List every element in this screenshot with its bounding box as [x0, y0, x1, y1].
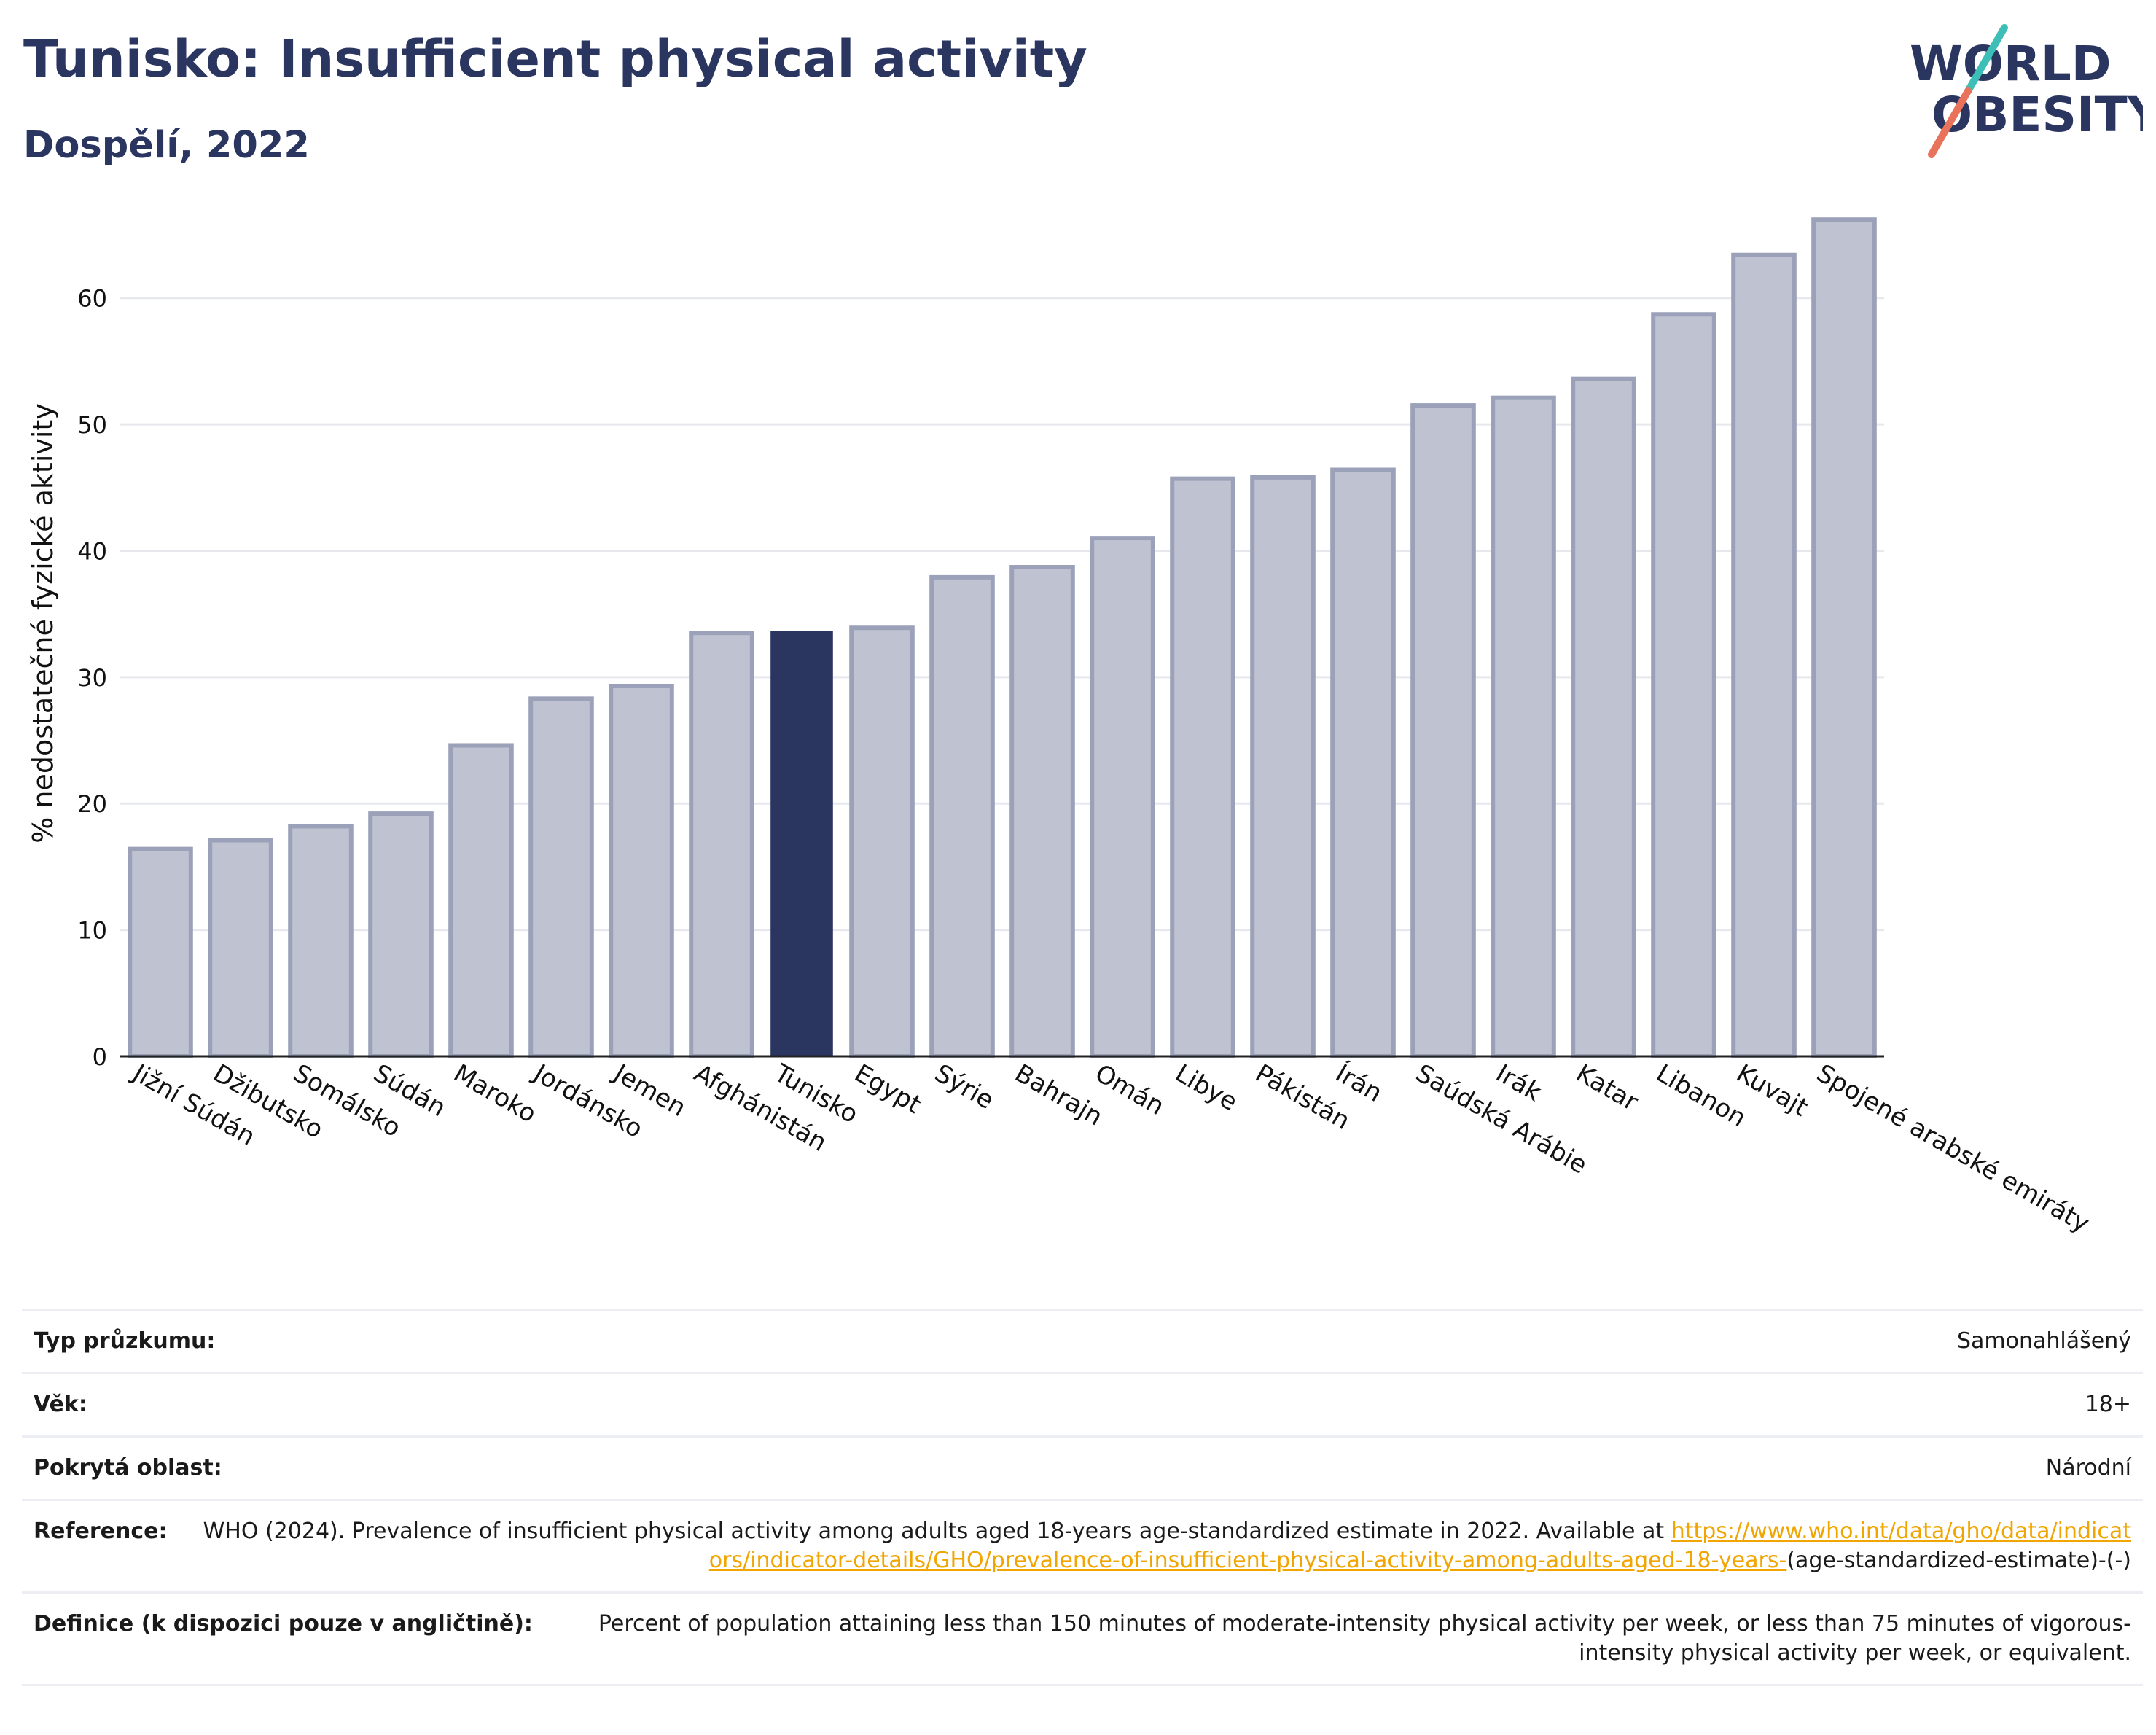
- x-tick-label: Irák: [1491, 1058, 1547, 1107]
- y-tick-label: 0: [93, 1043, 107, 1071]
- info-table: Typ průzkumu: Samonahlášený Věk: 18+ Pok…: [22, 1309, 2143, 1686]
- info-row-definition: Definice (k dispozici pouze v angličtině…: [22, 1591, 2143, 1686]
- x-tick-label: Sýrie: [930, 1058, 999, 1115]
- x-tick-label: Bahrajn: [1010, 1058, 1108, 1131]
- info-row-reference: Reference: WHO (2024). Prevalence of ins…: [22, 1499, 2143, 1591]
- info-row-coverage: Pokrytá oblast: Národní: [22, 1435, 2143, 1499]
- y-tick-label: 50: [77, 411, 107, 439]
- y-tick-label: 60: [77, 285, 107, 313]
- bar-21: [1811, 217, 1877, 1058]
- x-tick-label: Katar: [1571, 1058, 1644, 1117]
- bar-12: [1090, 536, 1155, 1058]
- axes: 0 10 20 30 40 50 60: [77, 285, 1884, 1071]
- world-obesity-logo: WORLD OBESITY: [1895, 22, 2156, 160]
- info-value: 18+: [2085, 1392, 2131, 1417]
- bar-7: [689, 631, 754, 1058]
- info-label: Věk:: [34, 1392, 87, 1417]
- info-label: Reference:: [34, 1518, 168, 1544]
- info-value: Percent of population attaining less tha…: [598, 1611, 2131, 1666]
- bar-10: [929, 574, 995, 1058]
- info-label: Definice (k dispozici pouze v angličtině…: [34, 1611, 533, 1637]
- logo-slash-top: [1964, 24, 2008, 95]
- y-tick-label: 40: [77, 537, 107, 565]
- reference-suffix: (age-standardized-estimate)-(-): [1786, 1548, 2131, 1573]
- x-tick-label: Írán: [1331, 1058, 1388, 1108]
- x-tick-label: Spojené arabské emiráty: [1812, 1058, 2095, 1239]
- bars: [128, 217, 1877, 1059]
- x-tick-label: Libanon: [1652, 1058, 1751, 1133]
- bar-1: [208, 838, 273, 1059]
- y-tick-label: 20: [77, 790, 107, 818]
- category-labels: Jižní SúdánDžibutskoSomálskoSúdánMarokoJ…: [127, 1058, 2094, 1239]
- bar-4: [448, 743, 514, 1059]
- logo-line-1: WORLD: [1910, 36, 2112, 92]
- bar-chart: 0 10 20 30 40 50 60 Jižní SúdánDžibutskoSomáls…: [27, 217, 2094, 1239]
- bar-18: [1571, 376, 1636, 1058]
- bar-16: [1410, 403, 1476, 1058]
- x-tick-label: Egypt: [850, 1058, 926, 1120]
- bar-8: [770, 631, 833, 1057]
- logo-slash-bottom: [1928, 87, 1972, 158]
- bar-3: [368, 811, 434, 1058]
- info-value: WHO (2024). Prevalence of insufficient p…: [167, 1517, 2131, 1575]
- info-row-age: Věk: 18+: [22, 1372, 2143, 1435]
- reference-text: WHO (2024). Prevalence of insufficient p…: [203, 1518, 1665, 1544]
- bar-5: [528, 696, 594, 1058]
- reference-link[interactable]: https://www.who.int/data/gho/data/indica…: [708, 1518, 2131, 1573]
- bar-15: [1330, 467, 1396, 1058]
- bar-14: [1250, 475, 1316, 1058]
- info-label: Pokrytá oblast:: [34, 1455, 222, 1481]
- bar-0: [128, 846, 193, 1058]
- x-tick-label: Libye: [1171, 1058, 1243, 1117]
- info-label: Typ průzkumu:: [34, 1328, 216, 1354]
- page-subtitle: Dospělí, 2022: [23, 124, 310, 167]
- bar-17: [1491, 395, 1556, 1058]
- bar-6: [609, 683, 674, 1058]
- bar-11: [1009, 565, 1075, 1058]
- bar-19: [1651, 312, 1716, 1058]
- y-axis-title: % nedostatečné fyzické aktivity: [27, 403, 59, 843]
- y-tick-label: 30: [77, 664, 107, 692]
- bar-20: [1731, 252, 1797, 1059]
- page-title: Tunisko: Insufficient physical activity: [23, 29, 1087, 89]
- bar-9: [849, 625, 915, 1058]
- y-tick-label: 10: [77, 917, 107, 945]
- bar-2: [288, 824, 354, 1058]
- info-value: Samonahlášený: [1957, 1328, 2131, 1354]
- info-row-survey-type: Typ průzkumu: Samonahlášený: [22, 1309, 2143, 1372]
- x-tick-label: Maroko: [449, 1058, 542, 1128]
- bar-13: [1170, 476, 1235, 1058]
- info-value: Národní: [2045, 1455, 2131, 1481]
